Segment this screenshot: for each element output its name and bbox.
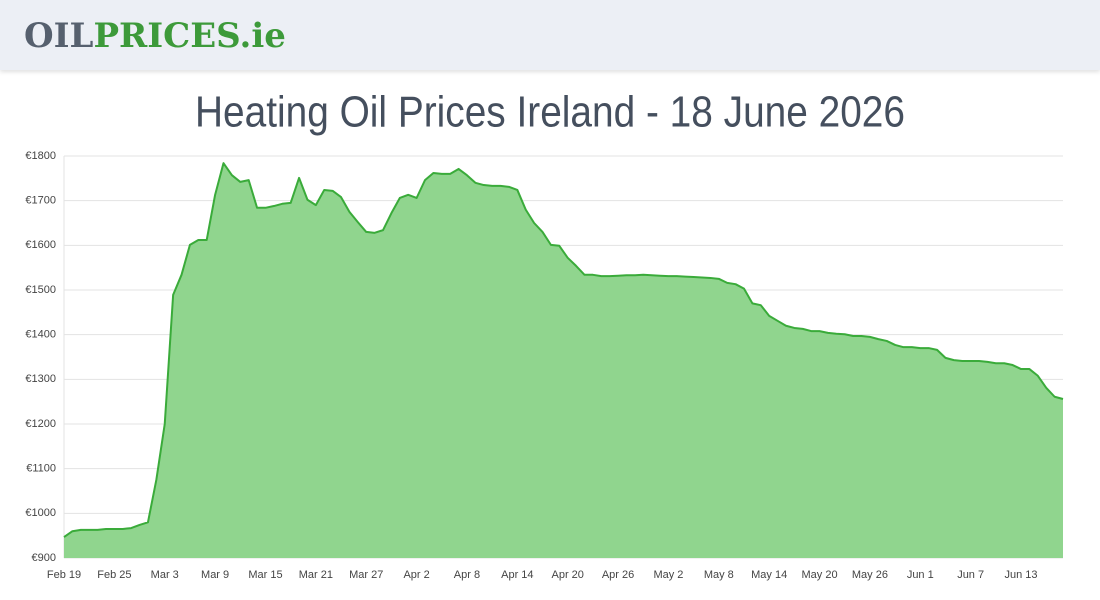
x-tick-label: Jun 13 bbox=[1005, 569, 1038, 581]
area-fill bbox=[64, 163, 1063, 558]
x-tick-label: Mar 21 bbox=[299, 569, 333, 581]
y-tick-label: €900 bbox=[32, 552, 56, 564]
y-tick-label: €1000 bbox=[25, 507, 56, 519]
x-tick-label: Feb 25 bbox=[97, 569, 131, 581]
y-tick-label: €1100 bbox=[26, 463, 56, 475]
line bbox=[63, 162, 1064, 538]
x-tick-label: Apr 8 bbox=[454, 569, 480, 581]
logo[interactable]: OILPRICES.ie bbox=[24, 16, 286, 56]
y-tick-label: €1200 bbox=[25, 418, 56, 430]
chart-title: Heating Oil Prices Ireland - 18 June 202… bbox=[195, 88, 905, 137]
x-tick-label: Jun 1 bbox=[907, 569, 934, 581]
y-tick-label: €1500 bbox=[25, 284, 56, 296]
x-tick-label: Apr 14 bbox=[501, 569, 533, 581]
x-tick-label: May 14 bbox=[751, 569, 787, 581]
y-tick-label: €1800 bbox=[25, 150, 56, 162]
y-tick-label: €1600 bbox=[25, 239, 56, 251]
x-tick-label: Jun 7 bbox=[957, 569, 984, 581]
x-tick-label: May 8 bbox=[704, 569, 734, 581]
x-tick-label: Mar 15 bbox=[248, 569, 282, 581]
x-tick-label: May 2 bbox=[653, 569, 683, 581]
logo-part: PRICES.ie bbox=[93, 16, 285, 56]
x-tick-label: Mar 3 bbox=[151, 569, 179, 581]
y-tick-label: €1400 bbox=[25, 329, 56, 341]
header-bar bbox=[0, 0, 1100, 70]
x-tick-label: May 26 bbox=[852, 569, 888, 581]
x-tick-label: May 20 bbox=[802, 569, 838, 581]
y-tick-label: €1300 bbox=[25, 373, 56, 385]
x-tick-label: Apr 20 bbox=[551, 569, 583, 581]
x-tick-label: Feb 19 bbox=[47, 569, 81, 581]
x-tick-label: Apr 2 bbox=[403, 569, 429, 581]
x-tick-label: Mar 27 bbox=[349, 569, 383, 581]
x-tick-label: Apr 26 bbox=[602, 569, 634, 581]
x-tick-label: Mar 9 bbox=[201, 569, 229, 581]
y-tick-label: €1700 bbox=[25, 195, 56, 207]
logo-part: OIL bbox=[24, 16, 94, 56]
